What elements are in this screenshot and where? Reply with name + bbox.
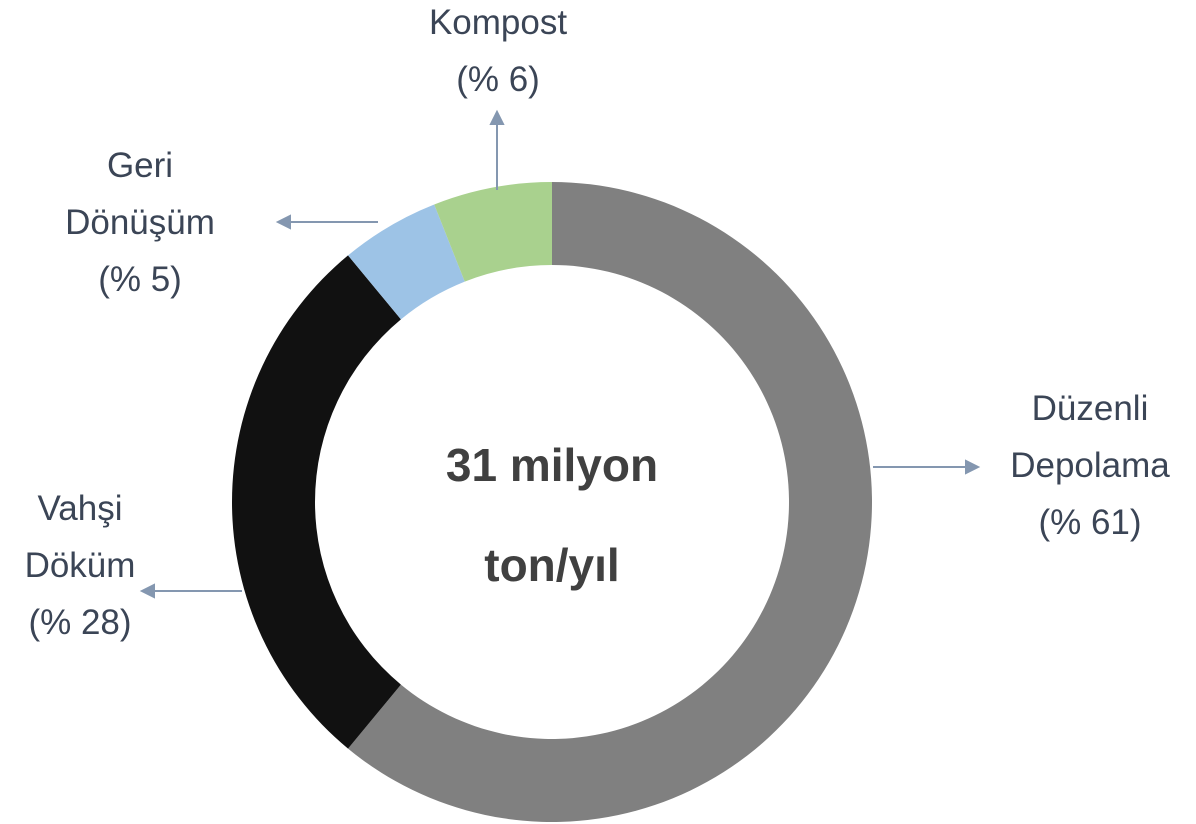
category-label: Vahşi Döküm [24, 489, 136, 585]
category-label: Düzenli Depolama [1010, 389, 1170, 485]
segment-label: Düzenli Depolama (% 61) [990, 380, 1190, 551]
value-label: (% 61) [1038, 503, 1142, 542]
arrow-head [139, 583, 155, 599]
leader-lines [139, 109, 981, 599]
donut [231, 182, 873, 822]
arrow-head [965, 459, 981, 475]
segment-label: Vahşi Döküm (% 28) [5, 480, 155, 651]
segment-label: Kompost (% 6) [373, 0, 623, 108]
donut-segment [348, 182, 873, 822]
donut-segment [348, 204, 465, 320]
segment-label: Geri Dönüşüm (% 5) [40, 137, 240, 308]
arrow-head [489, 109, 505, 125]
center-annotation: 31 milyon ton/yıl [445, 439, 659, 591]
arrow-head [275, 214, 291, 230]
value-label: (% 28) [28, 603, 132, 642]
value-label: (% 5) [98, 260, 182, 299]
donut-segment [434, 182, 552, 282]
category-label: Geri Dönüşüm [65, 146, 215, 242]
donut-segment [231, 255, 401, 749]
category-label: Kompost [428, 3, 568, 42]
value-label: (% 6) [456, 60, 540, 99]
